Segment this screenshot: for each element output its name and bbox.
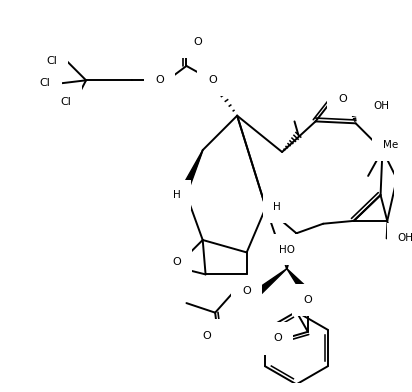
Text: O: O [338, 94, 346, 104]
Text: O: O [208, 75, 217, 85]
Polygon shape [386, 221, 394, 239]
Text: Me: Me [382, 140, 398, 150]
Text: O: O [173, 257, 181, 267]
Text: OH: OH [398, 233, 412, 243]
Text: HO: HO [279, 245, 295, 254]
Polygon shape [287, 269, 308, 293]
Text: O: O [155, 75, 164, 85]
Text: O: O [194, 37, 202, 47]
Text: Cl: Cl [47, 56, 57, 66]
Text: OH: OH [373, 101, 389, 111]
Text: Cl: Cl [60, 97, 71, 107]
Text: H: H [173, 190, 181, 200]
Polygon shape [252, 269, 287, 298]
Text: Cl: Cl [40, 78, 51, 88]
Text: O: O [242, 286, 251, 296]
Text: O: O [304, 295, 312, 305]
Text: O: O [273, 334, 282, 343]
Text: O: O [202, 330, 211, 341]
Text: H: H [274, 203, 281, 212]
Polygon shape [178, 150, 203, 197]
Polygon shape [184, 191, 187, 199]
